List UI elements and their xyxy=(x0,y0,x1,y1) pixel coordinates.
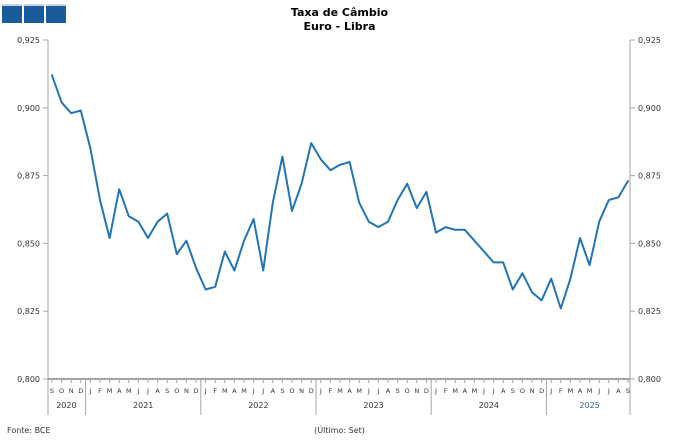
month-label: J xyxy=(146,387,149,395)
month-label: M xyxy=(472,387,478,395)
year-label: 2021 xyxy=(133,401,153,410)
month-label: M xyxy=(587,387,593,395)
month-label: J xyxy=(88,387,91,395)
month-label: S xyxy=(511,387,515,395)
year-label: 2020 xyxy=(56,401,76,410)
month-label: A xyxy=(501,387,506,395)
logo-square-icon xyxy=(46,4,66,23)
month-label: S xyxy=(396,387,400,395)
month-label: O xyxy=(289,387,294,395)
month-label: F xyxy=(213,387,217,395)
exchange-rate-line xyxy=(51,74,629,310)
y-axis-label-right: 0,925 xyxy=(638,36,661,45)
year-label: 2023 xyxy=(363,401,383,410)
month-label: M xyxy=(241,387,247,395)
chart-title: Taxa de Câmbio Euro - Libra xyxy=(0,6,679,34)
month-label: F xyxy=(559,387,563,395)
y-axis-label-left: 0,875 xyxy=(17,172,40,181)
y-axis-label-right: 0,875 xyxy=(638,172,661,181)
month-label: J xyxy=(434,387,437,395)
month-label: A xyxy=(347,387,352,395)
month-label: S xyxy=(280,387,284,395)
year-label: 2022 xyxy=(248,401,268,410)
month-label: M xyxy=(356,387,362,395)
month-label: J xyxy=(367,387,370,395)
bank-logo xyxy=(2,4,66,23)
month-label: S xyxy=(626,387,630,395)
y-axis-label-right: 0,800 xyxy=(638,375,661,384)
month-label: O xyxy=(520,387,525,395)
month-label: A xyxy=(616,387,621,395)
y-axis-label-right: 0,825 xyxy=(638,307,661,316)
month-label: O xyxy=(405,387,410,395)
month-label: J xyxy=(597,387,600,395)
month-label: N xyxy=(184,387,189,395)
month-label: M xyxy=(126,387,132,395)
month-label: J xyxy=(252,387,255,395)
month-label: A xyxy=(155,387,160,395)
month-label: J xyxy=(136,387,139,395)
logo-square-icon xyxy=(2,4,22,23)
month-label: J xyxy=(319,387,322,395)
month-label: J xyxy=(607,387,610,395)
month-label: N xyxy=(69,387,74,395)
year-label: 2025 xyxy=(579,401,599,410)
month-label: F xyxy=(444,387,448,395)
month-label: M xyxy=(452,387,458,395)
y-axis-label-left: 0,825 xyxy=(17,307,40,316)
month-label: O xyxy=(174,387,179,395)
chart-title-line1: Taxa de Câmbio xyxy=(290,6,389,19)
month-label: J xyxy=(376,387,379,395)
month-label: D xyxy=(539,387,544,395)
month-label: D xyxy=(309,387,314,395)
month-label: A xyxy=(386,387,391,395)
month-label: S xyxy=(165,387,169,395)
month-label: N xyxy=(299,387,304,395)
source-note: Fonte: BCE xyxy=(7,426,51,435)
month-label: A xyxy=(271,387,276,395)
month-label: M xyxy=(337,387,343,395)
y-axis-label-right: 0,900 xyxy=(638,104,661,113)
month-label: A xyxy=(117,387,122,395)
last-observation-note: (Último: Set) xyxy=(314,426,365,435)
y-axis-label-left: 0,800 xyxy=(17,375,40,384)
month-label: J xyxy=(204,387,207,395)
month-label: N xyxy=(414,387,419,395)
month-label: J xyxy=(492,387,495,395)
month-label: D xyxy=(424,387,429,395)
y-axis-label-left: 0,900 xyxy=(17,104,40,113)
y-axis-label-left: 0,850 xyxy=(17,239,40,248)
logo-square-icon xyxy=(24,4,44,23)
month-label: D xyxy=(193,387,198,395)
month-label: M xyxy=(222,387,228,395)
month-label: F xyxy=(98,387,102,395)
month-label: S xyxy=(50,387,54,395)
month-label: A xyxy=(578,387,583,395)
month-label: N xyxy=(530,387,535,395)
chart-title-line2: Euro - Libra xyxy=(303,20,376,33)
month-label: A xyxy=(232,387,237,395)
month-label: J xyxy=(482,387,485,395)
month-label: J xyxy=(261,387,264,395)
y-axis-label-left: 0,925 xyxy=(17,36,40,45)
y-axis-label-right: 0,850 xyxy=(638,239,661,248)
month-label: F xyxy=(329,387,333,395)
month-label: A xyxy=(463,387,468,395)
year-label: 2024 xyxy=(479,401,499,410)
month-label: M xyxy=(107,387,113,395)
month-label: D xyxy=(78,387,83,395)
month-label: M xyxy=(568,387,574,395)
month-label: J xyxy=(549,387,552,395)
month-label: O xyxy=(59,387,64,395)
